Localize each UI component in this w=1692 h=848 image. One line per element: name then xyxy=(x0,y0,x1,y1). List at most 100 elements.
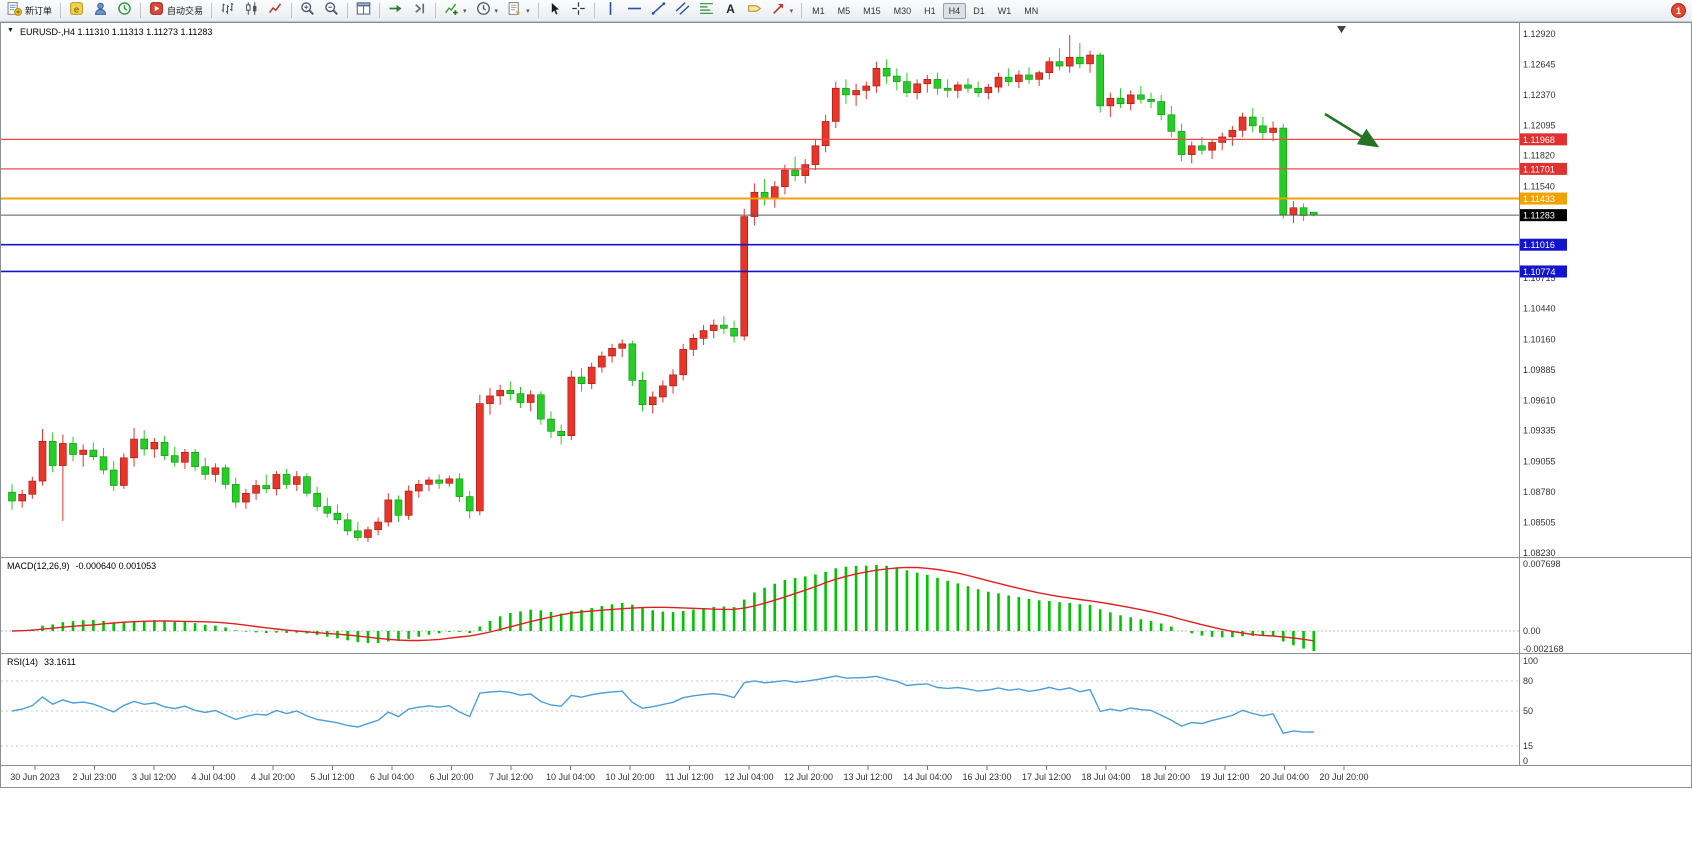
new-order-button-label: 新订单 xyxy=(25,6,53,16)
auto-scroll-button[interactable] xyxy=(384,1,407,20)
add-indicator-icon xyxy=(444,1,459,21)
toolbar-separator xyxy=(593,3,595,18)
chart-shift-marker[interactable] xyxy=(1337,26,1346,33)
text-button[interactable]: A xyxy=(719,1,742,20)
chart-shift-button[interactable] xyxy=(408,1,431,20)
toolbar-separator xyxy=(801,3,803,18)
toolbar-separator xyxy=(140,3,142,18)
price-axis-label: 1.09610 xyxy=(1523,395,1556,405)
trendline-icon xyxy=(651,1,666,21)
profile-button[interactable] xyxy=(89,1,112,20)
timeframe-H1[interactable]: H1 xyxy=(924,5,936,16)
vertical-line-button[interactable] xyxy=(599,1,622,20)
toolbar-separator xyxy=(435,3,437,18)
time-axis-label: 6 Jul 20:00 xyxy=(429,772,473,782)
timeframe-H4[interactable]: H4 xyxy=(942,2,967,19)
horizontal-line-button[interactable] xyxy=(623,1,646,20)
chart-line-button[interactable] xyxy=(264,1,287,20)
svg-text:A: A xyxy=(726,2,735,15)
macd-axis-label: 0.007698 xyxy=(1523,559,1561,569)
autotrading-button[interactable]: 自动交易 xyxy=(145,1,207,20)
timeframe-M30[interactable]: M30 xyxy=(893,5,912,16)
time-axis-label: 10 Jul 20:00 xyxy=(605,772,654,782)
dropdown-caret-icon: ▾ xyxy=(526,7,530,15)
zoom-in-icon xyxy=(300,1,315,21)
dropdown-caret-icon: ▾ xyxy=(789,7,794,15)
tile-windows-button[interactable] xyxy=(352,1,375,20)
alert-badge[interactable]: 1 xyxy=(1671,3,1686,18)
timeframe-M5[interactable]: M5 xyxy=(837,5,851,16)
metaeditor-icon: e xyxy=(69,1,84,21)
history-center-button[interactable] xyxy=(113,1,136,20)
support-line-1-tag xyxy=(1520,238,1567,251)
line-chart-icon xyxy=(268,1,283,21)
price-axis-label: 1.08230 xyxy=(1523,548,1556,558)
time-axis-label: 18 Jul 20:00 xyxy=(1141,772,1190,782)
price-axis-label: 1.09055 xyxy=(1523,457,1556,467)
time-axis-label: 5 Jul 12:00 xyxy=(310,772,354,782)
rsi-line xyxy=(11,675,1314,735)
price-axis-label: 1.11820 xyxy=(1523,151,1555,161)
time-axis-label: 12 Jul 20:00 xyxy=(784,772,833,782)
metaeditor-button[interactable]: e xyxy=(65,1,88,20)
pivot-line-tag xyxy=(1520,192,1567,205)
collapse-icon[interactable]: ▼ xyxy=(7,27,14,34)
toolbar-separator xyxy=(211,3,213,18)
support-line-1-tag-value: 1.11016 xyxy=(1523,240,1555,250)
rsi-axis-label: 80 xyxy=(1523,676,1533,686)
new-order-button[interactable]: 新订单 xyxy=(3,1,56,20)
candlestick-icon xyxy=(244,1,259,21)
pivot-line-tag-value: 1.11433 xyxy=(1523,194,1555,204)
fibonacci-button[interactable] xyxy=(695,1,718,20)
resistance-line-1-tag xyxy=(1520,133,1567,146)
cursor-icon xyxy=(547,1,562,21)
time-axis-label: 4 Jul 20:00 xyxy=(251,772,295,782)
channel-icon xyxy=(675,1,690,21)
support-line-2-tag xyxy=(1520,265,1567,278)
time-axis-label: 30 Jun 2023 xyxy=(10,772,60,782)
horizontal-line-icon xyxy=(627,1,642,21)
timeframe-M1[interactable]: M1 xyxy=(812,5,825,16)
chart-window: 1.12920 1.12645 1.12370 1.12095 1.11820 1.115… xyxy=(0,22,1692,788)
indicators-button[interactable]: ▾ xyxy=(440,1,471,20)
chart-candles-button[interactable] xyxy=(240,1,263,20)
user-icon xyxy=(93,1,108,21)
timeframe-M15[interactable]: M15 xyxy=(863,5,881,16)
templates-button[interactable]: ▾ xyxy=(503,1,534,20)
time-axis-label: 7 Jul 12:00 xyxy=(489,772,533,782)
new-order-icon xyxy=(7,1,23,21)
time-axis-label: 4 Jul 04:00 xyxy=(191,772,235,782)
fibonacci-icon xyxy=(699,1,714,21)
toolbar-separator xyxy=(291,3,293,18)
vertical-line-icon xyxy=(603,1,618,21)
price-axis-label: 1.10160 xyxy=(1523,334,1556,344)
zoom-in-button[interactable] xyxy=(296,1,319,20)
price-axis-label: 1.08780 xyxy=(1523,487,1556,497)
autotrading-icon xyxy=(149,1,164,21)
arrows-button[interactable]: ▾ xyxy=(767,1,798,20)
arrows-icon xyxy=(771,1,786,21)
zoom-out-button[interactable] xyxy=(320,1,343,20)
macd-histogram xyxy=(20,565,1316,651)
cursor-button[interactable] xyxy=(543,1,566,20)
tile-windows-icon xyxy=(356,1,371,21)
price-axis-label: 1.10715 xyxy=(1523,273,1556,283)
channel-button[interactable] xyxy=(671,1,694,20)
periods-button[interactable]: ▾ xyxy=(472,1,503,20)
timeframe-W1[interactable]: W1 xyxy=(997,5,1012,16)
label-icon xyxy=(747,1,762,21)
timeframe-MN[interactable]: MN xyxy=(1024,5,1039,16)
trendline-button[interactable] xyxy=(647,1,670,20)
trend-arrow-annotation[interactable] xyxy=(1324,112,1380,148)
price-axis-label: 1.11540 xyxy=(1523,182,1555,192)
label-button[interactable] xyxy=(743,1,766,20)
bar-chart-icon xyxy=(220,1,235,21)
price-axis-label: 1.10440 xyxy=(1523,303,1556,313)
timeframe-D1[interactable]: D1 xyxy=(973,5,985,16)
crosshair-button[interactable] xyxy=(567,1,590,20)
price-axis-label: 1.09885 xyxy=(1523,365,1556,375)
time-axis-label: 20 Jul 04:00 xyxy=(1260,772,1309,782)
chart-bars-button[interactable] xyxy=(216,1,239,20)
time-axis-label: 19 Jul 12:00 xyxy=(1200,772,1249,782)
resistance-line-2-tag xyxy=(1520,162,1567,175)
